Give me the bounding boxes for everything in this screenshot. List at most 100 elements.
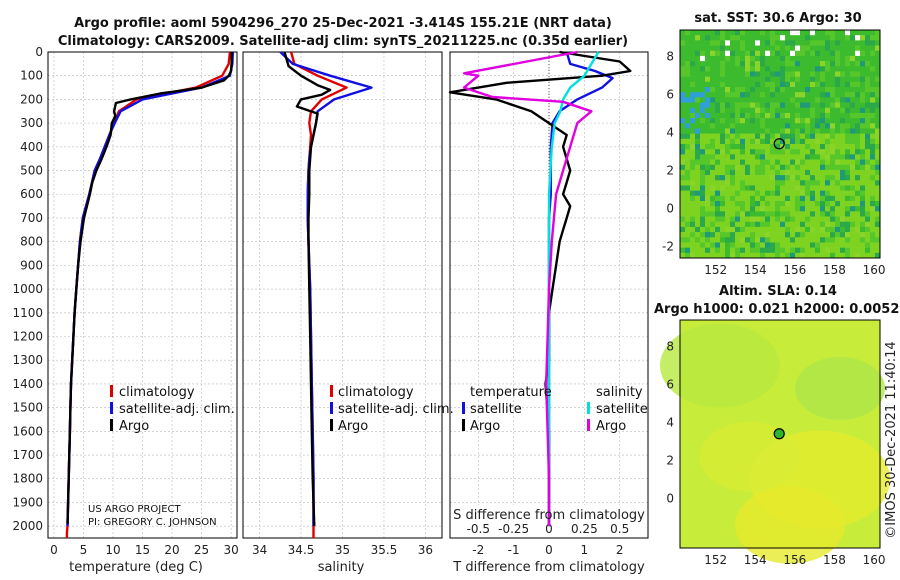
sst-cell xyxy=(735,237,741,243)
sst-cell xyxy=(760,71,766,77)
sst-cell xyxy=(815,81,821,88)
sst-cell xyxy=(755,232,761,238)
sst-cell xyxy=(845,216,851,223)
sst-cell xyxy=(840,211,846,217)
sst-cell xyxy=(735,40,741,46)
depth-tick-label: 1400 xyxy=(12,377,43,391)
sst-cell xyxy=(680,190,686,197)
sst-cell xyxy=(840,169,846,176)
sst-cell xyxy=(685,242,691,248)
sst-cell xyxy=(800,35,806,41)
sst-cell xyxy=(765,149,771,155)
sst-cell xyxy=(830,195,836,202)
sst-cell xyxy=(810,211,816,217)
sst-cell xyxy=(850,175,856,181)
sst-cell xyxy=(785,87,791,93)
sst-cell xyxy=(775,76,781,83)
sst-cell xyxy=(765,175,771,181)
depth-tick-label: 500 xyxy=(20,164,43,178)
sst-cell xyxy=(760,133,766,140)
sst-cell xyxy=(845,138,851,145)
sst-cell xyxy=(710,149,716,155)
sst-cell xyxy=(835,226,841,233)
sst-cell xyxy=(845,66,851,72)
sst-cell xyxy=(695,154,701,160)
sst-cell xyxy=(810,138,816,145)
sst-cell xyxy=(785,118,791,124)
sst-cell xyxy=(825,123,831,129)
sst-cell xyxy=(790,35,796,41)
sst-cell xyxy=(865,138,871,145)
sst-cell xyxy=(785,216,791,223)
sst-cell xyxy=(750,30,756,36)
sst-cell xyxy=(780,35,786,41)
sst-cell xyxy=(715,211,721,217)
series-line-salinity-satellite xyxy=(547,51,600,527)
sst-cell xyxy=(830,92,836,98)
sst-cell xyxy=(795,35,801,41)
sst-cell xyxy=(725,133,731,140)
sst-cell xyxy=(790,232,796,238)
sst-cell xyxy=(715,128,721,134)
sst-cell xyxy=(815,87,821,93)
sst-cell xyxy=(750,87,756,93)
sst-cell xyxy=(750,216,756,223)
sst-cell xyxy=(700,92,706,98)
sst-cell xyxy=(735,201,741,207)
sst-cell xyxy=(710,185,716,191)
sst-cell xyxy=(710,45,716,52)
sst-cell xyxy=(875,206,881,212)
x-tick-label: 5 xyxy=(80,543,88,557)
sst-cell xyxy=(715,216,721,223)
sst-cell xyxy=(700,133,706,140)
sst-cell xyxy=(850,118,856,124)
sst-cell xyxy=(810,149,816,155)
sst-cell xyxy=(700,144,706,150)
sst-cell xyxy=(710,71,716,77)
sst-cell xyxy=(835,92,841,98)
sst-cell xyxy=(860,138,866,145)
sst-cell xyxy=(740,221,746,228)
sla-anomaly-blob xyxy=(795,356,885,420)
sst-cell xyxy=(800,185,806,191)
sst-cell xyxy=(715,97,721,103)
sst-cell xyxy=(725,102,731,109)
sst-cell xyxy=(790,40,796,46)
sst-cell xyxy=(870,206,876,212)
sst-cell xyxy=(685,128,691,134)
sst-cell xyxy=(865,81,871,88)
sst-cell xyxy=(870,30,876,36)
sst-cell xyxy=(790,123,796,129)
sst-cell xyxy=(795,206,801,212)
sst-cell xyxy=(735,66,741,72)
sst-cell xyxy=(875,190,881,197)
sst-cell xyxy=(735,30,741,36)
sst-cell xyxy=(795,133,801,140)
sst-cell xyxy=(725,237,731,243)
sst-cell xyxy=(820,242,826,248)
sst-cell xyxy=(845,123,851,129)
sst-cell xyxy=(820,133,826,140)
sst-cell xyxy=(725,242,731,248)
sst-cell xyxy=(690,144,696,150)
sst-cell xyxy=(745,185,751,191)
sst-cell xyxy=(705,123,711,129)
sst-cell xyxy=(725,107,731,114)
sst-cell xyxy=(700,164,706,171)
sst-cell xyxy=(735,159,741,166)
sst-cell xyxy=(800,247,806,254)
sst-cell xyxy=(835,45,841,52)
sst-cell xyxy=(750,133,756,140)
sst-cell xyxy=(755,133,761,140)
sst-cell xyxy=(770,66,776,72)
depth-tick-label: 1200 xyxy=(12,329,43,343)
difference-top-xlabel: S difference from climatology xyxy=(453,508,645,523)
sst-cell xyxy=(835,195,841,202)
sst-cell xyxy=(765,201,771,207)
sst-cell xyxy=(830,61,836,67)
sst-cell xyxy=(750,159,756,166)
sst-cell xyxy=(855,190,861,197)
sst-cell xyxy=(795,164,801,171)
sst-cell xyxy=(870,55,876,62)
sst-cell xyxy=(840,66,846,72)
